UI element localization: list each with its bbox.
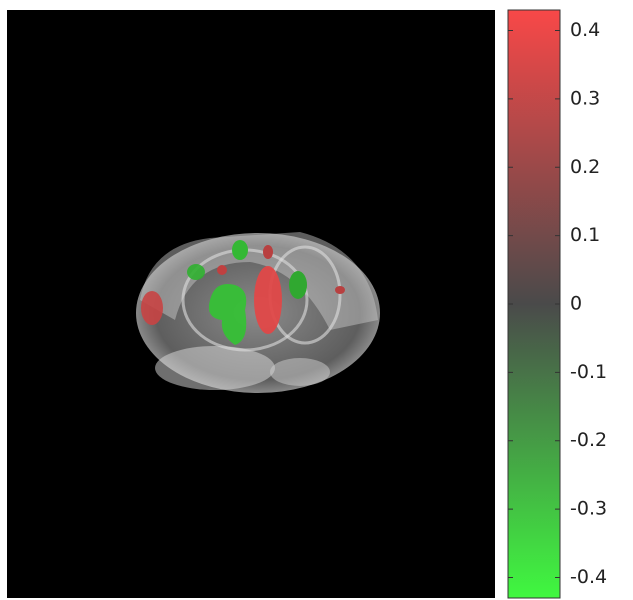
- colorbar-fill: [507, 9, 561, 599]
- tissue-lower: [155, 346, 275, 390]
- tick-label: -0.1: [570, 361, 607, 383]
- tick-label: 0.4: [570, 19, 600, 41]
- overlay: [141, 240, 345, 345]
- tissue-lower: [270, 358, 330, 386]
- tick-label: 0.2: [570, 156, 600, 178]
- tick-label: 0.1: [570, 224, 600, 246]
- tick-label: 0: [570, 293, 582, 315]
- blob: [263, 245, 273, 259]
- blob: [254, 266, 282, 334]
- tick-label: 0.3: [570, 87, 600, 109]
- tick-label: -0.3: [570, 498, 607, 520]
- tissue-bright: [140, 232, 378, 330]
- tick-label: -0.2: [570, 429, 607, 451]
- blob: [335, 286, 345, 294]
- blob: [141, 291, 163, 325]
- blob: [208, 284, 247, 345]
- blob: [289, 271, 307, 299]
- tick-label: -0.4: [570, 566, 607, 588]
- blob: [232, 240, 248, 260]
- colorbar: -0.4 -0.3 -0.2 -0.1 0 0.1 0.2 0.3 0.4: [507, 9, 607, 599]
- blob: [187, 264, 205, 280]
- blob: [217, 265, 227, 275]
